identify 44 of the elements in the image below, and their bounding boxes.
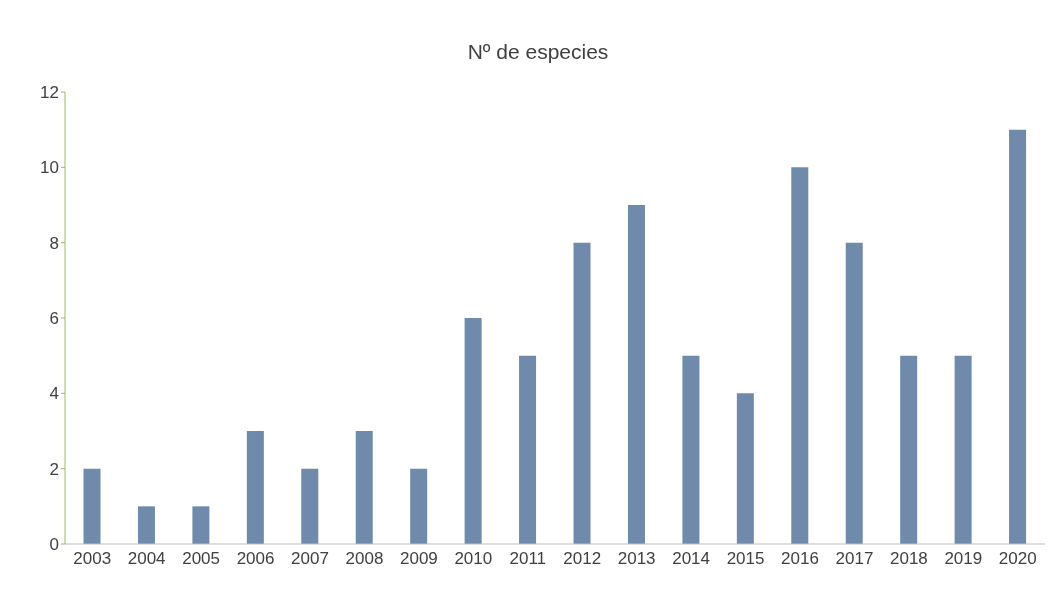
bar: [627, 205, 645, 544]
x-tick-label: 2003: [73, 549, 112, 569]
x-tick-label: 2017: [835, 549, 874, 569]
x-tick-label: 2018: [889, 549, 928, 569]
y-tick-label: 2: [49, 459, 59, 479]
bar: [137, 506, 155, 544]
chart-title: Nº de especies: [466, 40, 610, 64]
bar: [519, 355, 537, 544]
y-tick-label: 8: [49, 233, 59, 253]
x-tick-label: 2005: [182, 549, 221, 569]
y-tick-label: 10: [40, 158, 59, 178]
bar: [83, 468, 101, 544]
bar: [464, 318, 482, 544]
x-tick-label: 2004: [127, 549, 166, 569]
y-tick-label: 12: [40, 83, 59, 103]
bar: [682, 355, 700, 544]
bar: [736, 393, 754, 544]
bar: [1009, 129, 1027, 544]
x-tick-label: 2006: [236, 549, 275, 569]
bar: [573, 242, 591, 544]
x-tick-label: 2020: [998, 549, 1037, 569]
x-tick-label: 2010: [454, 549, 493, 569]
x-tick-label: 2016: [781, 549, 819, 569]
y-tick-label: 6: [49, 309, 59, 329]
bar: [845, 242, 863, 544]
bar: [410, 468, 428, 544]
bar: [192, 506, 210, 544]
bar: [355, 431, 373, 544]
x-tick-label: 2013: [617, 549, 656, 569]
y-tick-label: 0: [49, 535, 59, 555]
x-tick-label: 2007: [291, 549, 329, 569]
x-tick-label: 2015: [726, 549, 765, 569]
bar: [791, 167, 809, 544]
bar: [301, 468, 319, 544]
x-tick-label: 2011: [509, 549, 547, 569]
x-tick-label: 2008: [345, 549, 384, 569]
y-tick-label: 4: [49, 384, 59, 404]
x-tick-label: 2014: [672, 549, 711, 569]
x-tick-label: 2012: [563, 549, 602, 569]
x-tick-label: 2009: [399, 549, 438, 569]
x-tick-label: 2019: [944, 549, 983, 569]
bar: [954, 355, 972, 544]
bar: [900, 355, 918, 544]
bar: [246, 431, 264, 544]
